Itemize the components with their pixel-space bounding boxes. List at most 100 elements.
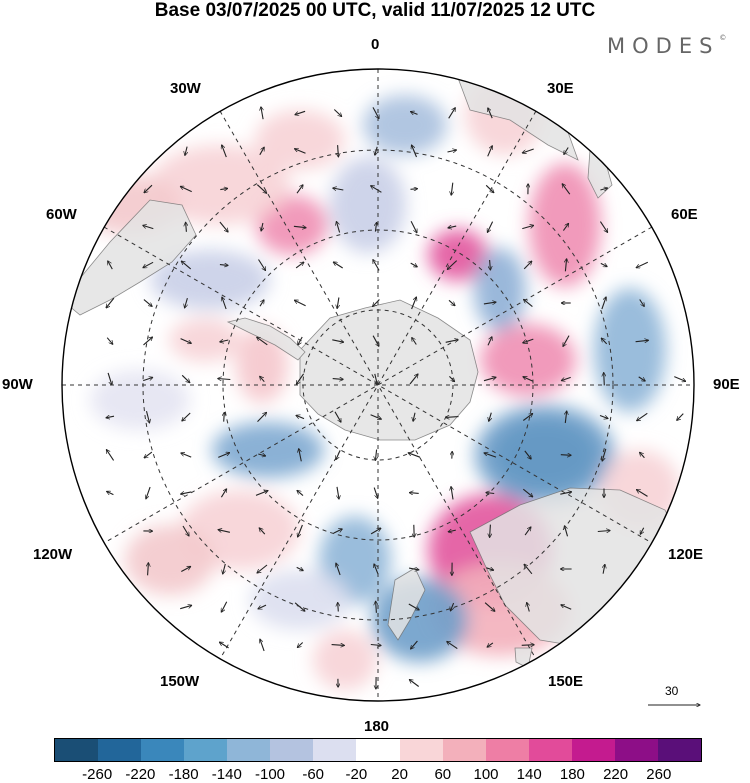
arrow-icon (523, 377, 534, 382)
arrow-icon (565, 259, 566, 272)
reference-vector-label: 30 (665, 684, 679, 698)
arrow-icon (376, 601, 377, 613)
arrow-icon (108, 261, 113, 270)
arrow-icon (449, 376, 454, 381)
arrow-icon (332, 379, 344, 380)
arrow-icon (487, 337, 492, 346)
arrow-icon (560, 492, 571, 494)
arrow-icon (259, 528, 266, 535)
arrow-icon (333, 529, 343, 534)
anomaly-blob (474, 248, 526, 332)
map-title: Base 03/07/2025 00 UTC, valid 11/07/2025… (154, 0, 596, 21)
arrow-icon (143, 261, 154, 267)
arrow-icon (447, 260, 458, 270)
lon-label-120w: 120W (33, 546, 73, 563)
arrow-icon (374, 564, 379, 575)
arrow-icon (565, 411, 566, 424)
arrow-icon (338, 603, 339, 612)
arrow-icon (218, 453, 229, 458)
arrow-icon (599, 221, 607, 233)
colorbar-tick-label: -220 (125, 766, 156, 783)
lon-label-150e: 150E (548, 673, 584, 690)
arrow-icon (373, 260, 380, 271)
arrow-icon (562, 223, 568, 231)
colorbar-bin (614, 739, 658, 761)
arrow-icon (488, 108, 493, 119)
arrow-icon (523, 261, 532, 270)
arrow-icon (180, 186, 192, 193)
colorbar-bin (528, 739, 572, 761)
colorbar-tick-label: 140 (516, 766, 542, 783)
arrow-icon (409, 493, 419, 494)
arrow-icon (410, 189, 418, 190)
arrow-icon (524, 450, 531, 459)
arrow-icon (218, 530, 231, 533)
arrow-icon (490, 259, 491, 270)
arrow-icon (448, 226, 457, 228)
arrow-icon (446, 417, 459, 418)
arrow-icon (564, 147, 569, 155)
arrow-icon (412, 145, 418, 158)
anomaly-blob (480, 324, 576, 396)
arrow-icon (219, 221, 228, 232)
arrow-icon (638, 376, 646, 381)
arrow-icon (370, 528, 381, 535)
arrow-icon (562, 184, 571, 195)
arrow-icon (222, 297, 227, 310)
colorbar-tick-label: 60 (434, 766, 452, 783)
arrow-icon (146, 486, 151, 499)
arrow-icon (180, 605, 192, 610)
arrow-icon (182, 412, 191, 421)
arrow-icon (410, 262, 418, 267)
arrow-icon (336, 222, 341, 233)
arrow-icon (333, 109, 341, 117)
arrow-icon (258, 454, 265, 456)
arrow-icon (637, 412, 648, 420)
arrow-icon (483, 302, 496, 304)
colorbar-tick-label: 20 (391, 766, 408, 783)
anomaly-blob (250, 570, 350, 630)
anomaly-blob (125, 525, 215, 595)
arrow-icon (604, 373, 605, 386)
colorbar-bin (399, 739, 443, 761)
arrow-icon (522, 488, 532, 497)
anomaly-blob (475, 405, 615, 505)
arrow-icon (106, 416, 115, 418)
arrow-icon (373, 299, 380, 307)
arrow-icon (293, 226, 306, 227)
arrow-icon (490, 524, 491, 538)
lon-label-60w: 60W (46, 206, 77, 223)
arrow-icon (409, 568, 419, 570)
arrow-icon (260, 639, 265, 652)
colorbar (54, 738, 702, 762)
arrow-icon (371, 186, 382, 193)
arrow-icon (257, 337, 268, 346)
arrow-icon (600, 188, 607, 190)
arrow-icon (223, 563, 226, 574)
arrow-icon (295, 110, 306, 114)
arrow-icon (220, 188, 227, 189)
arrow-icon (413, 412, 415, 422)
colorbar-bin (98, 739, 142, 761)
arrow-icon (602, 448, 607, 461)
arrow-icon (220, 489, 226, 498)
arrow-icon (106, 297, 115, 308)
arrow-icon (181, 453, 192, 458)
colorbar-bin (657, 739, 701, 761)
arrow-icon (448, 530, 456, 532)
copyright-mark: © (719, 34, 727, 42)
lon-label-150w: 150W (160, 673, 200, 690)
arrow-icon (180, 338, 192, 344)
colorbar-bin (55, 739, 99, 761)
arrow-icon (145, 410, 150, 423)
arrow-icon (448, 108, 456, 119)
arrow-icon (296, 415, 305, 420)
colorbar-bin (442, 739, 486, 761)
colorbar-tick-label: -140 (211, 766, 242, 783)
arrow-icon (219, 265, 228, 266)
colorbar-tick-label: 260 (646, 766, 672, 783)
arrow-icon (448, 299, 455, 305)
arrow-icon (143, 377, 153, 382)
arrow-icon (409, 374, 418, 385)
arrow-icon (600, 263, 607, 266)
